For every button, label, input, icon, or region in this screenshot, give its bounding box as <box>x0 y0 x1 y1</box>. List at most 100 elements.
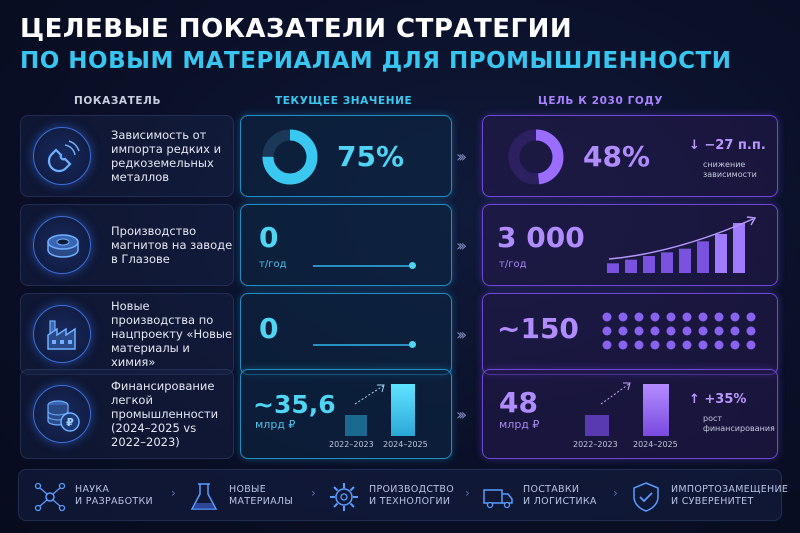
row-import-dependence: Зависимость от импорта редких и редкозем… <box>20 115 780 197</box>
column-header-indicator: ПОКАЗАТЕЛЬ <box>74 95 162 107</box>
dot <box>730 340 740 350</box>
shield-icon <box>633 482 659 512</box>
dot <box>698 340 708 350</box>
dot <box>746 312 756 322</box>
growth-bar <box>625 259 637 273</box>
current-value-card: ~35,6 млрд ₽ 2022–2023 2024–2025 <box>240 369 452 459</box>
indicator-card: Производство магнитов на заводе в Глазов… <box>20 204 234 286</box>
dot <box>602 312 612 322</box>
trend-arrow-icon <box>354 384 385 405</box>
dot <box>746 340 756 350</box>
target-note-line2: зависимости <box>703 170 757 179</box>
growth-bar-chart <box>607 216 757 273</box>
current-baseline-dot <box>409 262 416 269</box>
footer-label: ПРОИЗВОДСТВО И ТЕХНОЛОГИИ <box>369 484 454 507</box>
current-unit: млрд ₽ <box>255 418 296 431</box>
dot <box>666 326 676 336</box>
row-new-productions: Новые производства по нацпроекту «Новые … <box>20 293 780 375</box>
chevron-right-icon: › <box>613 486 618 500</box>
dot <box>666 340 676 350</box>
footer-label: ИМПОРТОЗАМЕЩЕНИЕ И СУВЕРЕНИТЕТ <box>671 484 789 507</box>
bar-2022-2023 <box>345 415 367 436</box>
dot <box>682 312 692 322</box>
year-label: 2024–2025 <box>383 440 428 449</box>
current-baseline-dot <box>409 341 416 348</box>
dot <box>714 312 724 322</box>
target-value: 48% <box>583 140 651 173</box>
flask-icon <box>190 483 218 510</box>
dot <box>634 340 644 350</box>
magnet-icon <box>33 127 91 185</box>
target-unit: млрд ₽ <box>499 418 540 431</box>
dot <box>746 326 756 336</box>
growth-bar <box>607 263 619 273</box>
current-value-card: 0 <box>240 293 452 375</box>
dot <box>698 326 708 336</box>
svg-text:₽: ₽ <box>66 416 74 429</box>
current-value: 0 <box>259 312 279 345</box>
current-baseline <box>313 344 413 346</box>
truck-icon <box>483 489 513 509</box>
indicator-label: Зависимость от импорта редких и редкозем… <box>111 128 222 184</box>
current-baseline <box>313 265 413 267</box>
current-donut <box>262 129 318 185</box>
current-value-card: 75% <box>240 115 452 197</box>
current-value-card: 0 т/год <box>240 204 452 286</box>
chevron-right-icon: › <box>311 486 316 500</box>
dot <box>650 312 660 322</box>
dot <box>618 326 628 336</box>
dot <box>682 340 692 350</box>
indicator-label: Финансирование легкой промышленности (20… <box>111 379 219 449</box>
target-value-card: 3 000 т/год <box>482 204 778 286</box>
target-value-card: 48% ↓ −27 п.п. снижение зависимости <box>482 115 778 197</box>
chevron-right-icon: › <box>171 486 176 500</box>
dot <box>714 326 724 336</box>
trend-arrow-icon <box>600 382 631 405</box>
dot <box>618 312 628 322</box>
footer-label: ПОСТАВКИ И ЛОГИСТИКА <box>523 484 597 507</box>
target-delta: ↑ +35% <box>689 392 747 407</box>
chevron-right-icon: › <box>465 486 470 500</box>
dot <box>634 326 644 336</box>
indicator-card: Новые производства по нацпроекту «Новые … <box>20 293 234 375</box>
target-donut <box>508 129 564 185</box>
target-value: ~150 <box>497 312 579 345</box>
dot <box>666 312 676 322</box>
indicator-label: Новые производства по нацпроекту «Новые … <box>111 299 233 369</box>
dot <box>634 312 644 322</box>
dot <box>730 312 740 322</box>
growth-bar <box>715 234 727 273</box>
page-title: ЦЕЛЕВЫЕ ПОКАЗАТЕЛИ СТРАТЕГИИ <box>20 14 573 44</box>
target-value-card: 48 млрд ₽ 2022–2023 2024–2025 ↑ +35% рос… <box>482 369 778 459</box>
bar-2024-2025 <box>391 384 415 436</box>
network-icon <box>34 482 66 512</box>
growth-bar <box>661 252 673 273</box>
column-header-target: ЦЕЛЬ К 2030 ГОДУ <box>538 95 664 107</box>
dot <box>714 340 724 350</box>
dot <box>602 340 612 350</box>
indicator-label: Производство магнитов на заводе в Глазов… <box>111 224 233 266</box>
dot <box>682 326 692 336</box>
target-value-card: ~150 <box>482 293 778 375</box>
dot-grid <box>602 312 756 350</box>
page-subtitle: ПО НОВЫМ МАТЕРИАЛАМ ДЛЯ ПРОМЫШЛЕННОСТИ <box>20 48 732 74</box>
bar-2024-2025 <box>643 384 669 436</box>
current-unit: т/год <box>259 259 287 270</box>
current-value: 75% <box>337 140 405 173</box>
coins-icon: ₽ <box>33 385 91 443</box>
gear-icon <box>330 483 358 511</box>
arrow-icon: ››› <box>456 236 467 255</box>
year-label: 2024–2025 <box>633 440 678 449</box>
dot <box>650 340 660 350</box>
target-delta: ↓ −27 п.п. <box>689 138 766 153</box>
dot <box>650 326 660 336</box>
arrow-icon: ››› <box>456 147 467 166</box>
target-unit: т/год <box>499 259 527 270</box>
growth-bar <box>697 241 709 273</box>
factory-icon <box>33 305 91 363</box>
dot <box>602 326 612 336</box>
dot <box>618 340 628 350</box>
footer-label: НОВЫЕ МАТЕРИАЛЫ <box>229 484 294 507</box>
growth-bar <box>643 256 655 273</box>
target-note-line1: снижение <box>703 160 746 169</box>
